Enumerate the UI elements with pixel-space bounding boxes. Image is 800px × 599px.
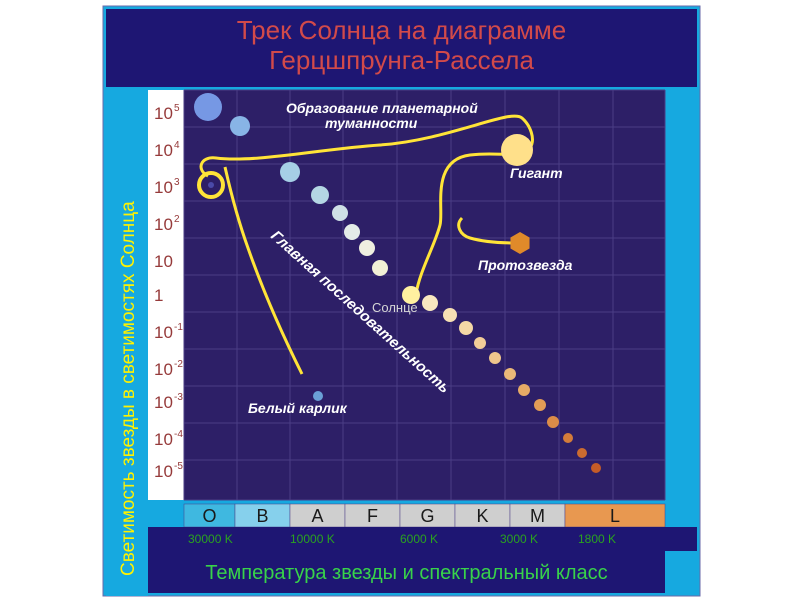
ms-star	[359, 240, 375, 256]
y-tick-exp: -3	[174, 392, 183, 403]
y-tick-exp: 4	[174, 140, 180, 151]
ms-star	[577, 448, 587, 458]
temperature-label: 10000 K	[290, 532, 335, 546]
ms-star	[280, 162, 300, 182]
chart-title: Герцшпрунга-Рассела	[269, 45, 534, 75]
right-strip	[665, 90, 697, 500]
y-tick-exp: -5	[174, 461, 183, 472]
spectral-class-label: M	[530, 506, 545, 526]
giant-star	[501, 134, 533, 166]
ms-star	[230, 116, 250, 136]
x-axis-label: Температура звезды и спектральный класс	[205, 562, 607, 584]
hr-diagram-svg: O B A F G K M L 30000 K 10000 K 6000 K 3000 K 1800 K…	[0, 0, 800, 599]
y-tick: 1	[154, 286, 163, 305]
y-tick-base: 10	[154, 393, 173, 412]
chart-title: Трек Солнца на диаграмме	[237, 15, 567, 45]
y-tick-base: 10	[154, 323, 173, 342]
y-tick: 10	[154, 252, 173, 271]
y-tick-base: 10	[154, 252, 173, 271]
ms-star	[518, 384, 530, 396]
y-axis-label: Светимость звезды в светимостях Солнца	[118, 201, 139, 576]
spectral-class-label: A	[311, 506, 323, 526]
y-tick-base: 10	[154, 178, 173, 197]
ms-star	[563, 433, 573, 443]
ms-star	[194, 93, 222, 121]
annotation-giant: Гигант	[510, 165, 563, 181]
y-tick-exp: -1	[174, 322, 183, 333]
temperature-label: 30000 K	[188, 532, 233, 546]
y-tick-base: 10	[154, 430, 173, 449]
plot-area	[184, 90, 665, 500]
y-tick-base: 10	[154, 360, 173, 379]
ms-star	[504, 368, 516, 380]
spectral-class-label: O	[202, 506, 216, 526]
ms-star	[474, 337, 486, 349]
annotation-nebula2: туманности	[325, 115, 418, 131]
y-tick-base: 1	[154, 286, 163, 305]
y-tick-exp: -4	[174, 429, 183, 440]
ms-star	[332, 205, 348, 221]
annotation-wd: Белый карлик	[248, 400, 348, 416]
ms-star	[422, 295, 438, 311]
y-tick-base: 10	[154, 462, 173, 481]
y-tick-exp: 5	[174, 103, 180, 114]
ms-star	[344, 224, 360, 240]
sun-marker-dot	[208, 182, 214, 188]
spectral-class-label: F	[367, 506, 378, 526]
temperature-label: 1800 K	[578, 532, 616, 546]
ms-star	[489, 352, 501, 364]
ms-star	[443, 308, 457, 322]
ms-star	[311, 186, 329, 204]
spectral-class-label: B	[256, 506, 268, 526]
spectral-class-label: K	[476, 506, 488, 526]
hr-diagram-figure: O B A F G K M L 30000 K 10000 K 6000 K 3000 K 1800 K…	[0, 0, 800, 599]
temperature-label: 3000 K	[500, 532, 538, 546]
annotation-sun: Солнце	[372, 300, 418, 315]
y-tick-base: 10	[154, 215, 173, 234]
y-tick-exp: -2	[174, 359, 183, 370]
ms-star	[372, 260, 388, 276]
y-axis-label-group: Светимость звезды в светимостях Солнца	[118, 201, 139, 576]
y-tick-base: 10	[154, 104, 173, 123]
temperature-label: 6000 K	[400, 532, 438, 546]
spectral-class-label: G	[420, 506, 434, 526]
ms-star	[547, 416, 559, 428]
y-tick-base: 10	[154, 141, 173, 160]
y-tick-exp: 3	[174, 177, 180, 188]
ms-star	[534, 399, 546, 411]
annotation-nebula1: Образование планетарной	[286, 100, 478, 116]
ms-star	[591, 463, 601, 473]
annotation-proto: Протозвезда	[478, 257, 573, 273]
y-tick-exp: 2	[174, 214, 180, 225]
ms-star	[459, 321, 473, 335]
spectral-class-label: L	[610, 506, 620, 526]
